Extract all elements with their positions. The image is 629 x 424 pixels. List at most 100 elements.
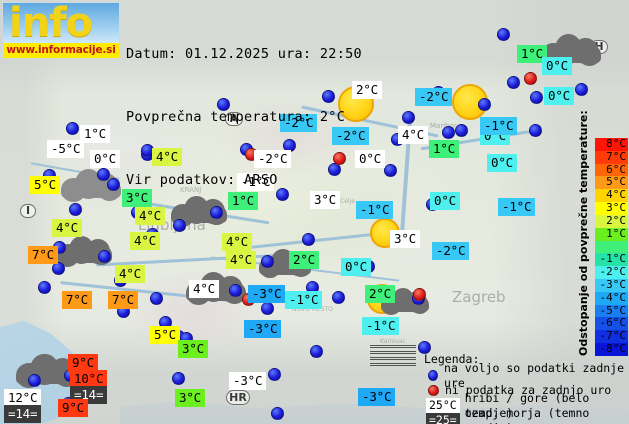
logo-url: www.informacije.si	[3, 43, 119, 58]
temperature-label: -1°C	[237, 173, 275, 191]
station-dot-available[interactable]	[302, 233, 315, 246]
color-scale-step: 3°C	[595, 201, 628, 215]
legend-item: =25= temp. morja (temno ozadje)	[424, 406, 629, 424]
color-scale-step: 2°C	[595, 214, 628, 228]
station-dot-available[interactable]	[497, 28, 510, 41]
legend-item-label: hribi / gore (belo ozadje)	[464, 390, 590, 420]
station-dot-available[interactable]	[530, 91, 543, 104]
temperature-label: 2°C	[352, 81, 382, 99]
temperature-label: 0°C	[355, 150, 385, 168]
temperature-label: 4°C	[226, 251, 256, 269]
station-dot-available[interactable]	[322, 90, 335, 103]
station-dot-missing[interactable]	[413, 288, 426, 301]
station-dot-available[interactable]	[107, 178, 120, 191]
color-scale-step: 8°C	[595, 137, 628, 151]
station-dot-available[interactable]	[402, 111, 415, 124]
color-scale-bar: 8°C 7°C 6°C 5°C 4°C 3°C 2°C 1°C -1°C -2°C -3°C -4°C…	[595, 137, 628, 356]
header-info: Datum: 01.12.2025 ura: 22:50 Povprečna t…	[126, 2, 362, 233]
station-dot-available[interactable]	[261, 255, 274, 268]
color-scale-step: 1°C	[595, 227, 628, 241]
station-dot-available[interactable]	[384, 164, 397, 177]
logo-wordmark: info	[9, 0, 93, 46]
station-dot-available[interactable]	[276, 188, 289, 201]
station-dot-available[interactable]	[66, 122, 79, 135]
site-logo[interactable]: info www.informacije.si	[2, 0, 120, 59]
temperature-label: -2°C	[332, 127, 370, 145]
temperature-label: 3°C	[122, 189, 152, 207]
map-badge-h: H	[590, 40, 608, 54]
color-scale-step: 7°C	[595, 150, 628, 164]
temperature-label: -1°C	[285, 291, 323, 309]
temperature-label: 4°C	[52, 219, 82, 237]
temperature-label: 4°C	[115, 265, 145, 283]
legend-blue-dot-icon	[428, 370, 439, 381]
station-dot-available[interactable]	[418, 341, 431, 354]
temperature-label: 4°C	[222, 233, 252, 251]
header-average-temp-line: Povprečna temperatura: 2°C	[126, 109, 346, 125]
legend-item-label: na voljo so podatki zadnje ure	[444, 360, 625, 390]
station-dot-available[interactable]	[150, 292, 163, 305]
legend-mountain-chip: 25°C	[426, 398, 460, 413]
temperature-label: 4°C	[189, 280, 219, 298]
color-scale-step: -8°C	[595, 342, 628, 356]
station-dot-available[interactable]	[310, 345, 323, 358]
station-dot-available[interactable]	[575, 83, 588, 96]
station-dot-available[interactable]	[507, 76, 520, 89]
station-dot-available[interactable]	[38, 281, 51, 294]
station-dot-missing[interactable]	[524, 72, 537, 85]
temperature-label: 7°C	[108, 291, 138, 309]
station-dot-available[interactable]	[210, 206, 223, 219]
station-dot-available[interactable]	[442, 126, 455, 139]
station-dot-available[interactable]	[52, 262, 65, 275]
station-dot-available[interactable]	[271, 407, 284, 420]
color-scale-step	[595, 240, 628, 254]
station-dot-available[interactable]	[97, 168, 110, 181]
station-dot-available[interactable]	[268, 368, 281, 381]
station-dot-available[interactable]	[173, 219, 186, 232]
legend-red-dot-icon	[428, 385, 439, 396]
temperature-label: 3°C	[175, 389, 205, 407]
station-dot-available[interactable]	[172, 372, 185, 385]
station-dot-available[interactable]	[332, 291, 345, 304]
temperature-label: -1°C	[498, 198, 536, 216]
temperature-label: -1°C	[362, 317, 400, 335]
temperature-label: 0°C	[544, 87, 574, 105]
color-scale-step: -2°C	[595, 265, 628, 279]
station-dot-available[interactable]	[455, 124, 468, 137]
temperature-label: 4°C	[398, 126, 428, 144]
header-date-line: Datum: 01.12.2025 ura: 22:50	[126, 46, 362, 62]
temperature-label: 9°C	[58, 399, 88, 417]
map-badge-a: A	[225, 112, 243, 126]
temperature-label: 2°C	[289, 251, 319, 269]
station-dot-available[interactable]	[478, 98, 491, 111]
temperature-label: -1°C	[356, 201, 394, 219]
station-dot-available[interactable]	[529, 124, 542, 137]
temperature-label: 10°C	[70, 370, 108, 388]
color-scale-step: 5°C	[595, 176, 628, 190]
legend: Legenda: na voljo so podatki zadnje ure n…	[424, 352, 629, 424]
temperature-label: -3°C	[244, 320, 282, 338]
legend-item-label: temp. morja (temno ozadje)	[464, 405, 590, 424]
temperature-label: 12°C	[4, 389, 42, 407]
station-dot-available[interactable]	[69, 203, 82, 216]
station-dot-available[interactable]	[229, 284, 242, 297]
station-dot-available[interactable]	[217, 98, 230, 111]
legend-item-label: ni podatka za zadnjo uro	[445, 383, 612, 397]
legend-item: na voljo so podatki zadnje ure	[424, 361, 629, 390]
color-scale-title: Odstopanje od povprečne temperature:	[577, 110, 590, 356]
station-dot-missing[interactable]	[333, 152, 346, 165]
sea-temperature-label: =14=	[4, 405, 42, 423]
station-dot-available[interactable]	[98, 250, 111, 263]
legend-rows: na voljo so podatki zadnje ure ni podatka…	[424, 361, 629, 424]
temperature-label: 2°C	[365, 285, 395, 303]
station-dot-available[interactable]	[28, 374, 41, 387]
color-scale-step: -4°C	[595, 291, 628, 305]
temperature-label: -2°C	[280, 114, 318, 132]
legend-sea-chip: =25=	[426, 413, 460, 424]
temperature-label: 3°C	[390, 230, 420, 248]
color-scale-step: 4°C	[595, 188, 628, 203]
temperature-label: 7°C	[62, 291, 92, 309]
temperature-label: 1°C	[228, 192, 258, 210]
station-dot-available[interactable]	[261, 302, 274, 315]
